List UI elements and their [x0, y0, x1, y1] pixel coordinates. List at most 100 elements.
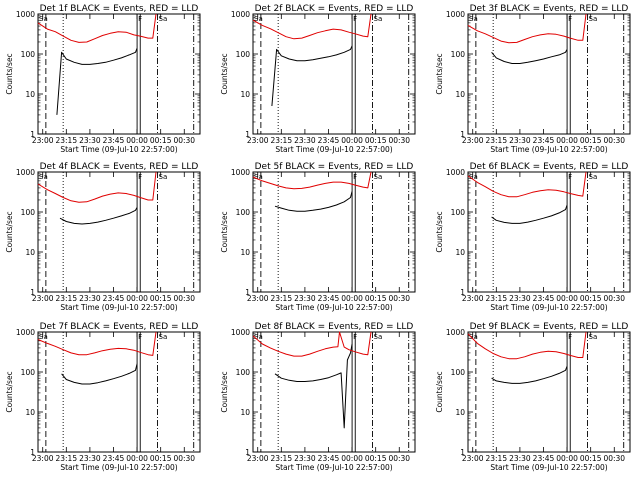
chart-title: Det 7f BLACK = Events, RED = LLD — [40, 322, 199, 332]
y-tick-label: 100 — [236, 368, 251, 377]
y-tick-label: 100 — [21, 50, 36, 59]
x-tick-label: 00:30 — [388, 136, 410, 145]
series-line-lld — [252, 331, 372, 357]
y-tick-label: 1 — [30, 130, 35, 139]
x-tick-label: 23:15 — [485, 294, 507, 303]
series-line-lld — [37, 13, 157, 43]
plot-frame — [37, 331, 201, 453]
x-axis-label: Start Time (09-Jul-10 22:57:00) — [490, 303, 607, 312]
event-marker-label: Sa — [254, 333, 263, 341]
y-axis-label: Counts/sec — [5, 211, 14, 252]
x-tick-label: 00:15 — [150, 136, 172, 145]
chart-panel-5: Det 5f BLACK = Events, RED = LLD 1 10 100 10… — [220, 162, 416, 312]
x-tick-label: 23:30 — [294, 136, 316, 145]
x-tick-label: 23:45 — [533, 136, 555, 145]
event-marker-label: Sa — [374, 15, 383, 23]
x-tick-label: 00:30 — [603, 294, 625, 303]
y-tick-label: 1 — [245, 288, 250, 297]
chart-title: Det 3f BLACK = Events, RED = LLD — [470, 4, 629, 14]
x-tick-label: 23:15 — [55, 136, 77, 145]
event-marker-label: Sa — [469, 173, 478, 181]
chart-title: Det 6f BLACK = Events, RED = LLD — [470, 162, 629, 172]
chart-title: Det 1f BLACK = Events, RED = LLD — [40, 4, 199, 14]
x-tick-label: 23:15 — [55, 454, 77, 463]
x-tick-label: 00:30 — [603, 136, 625, 145]
x-tick-label: 00:00 — [126, 294, 148, 303]
series-line-lld — [252, 171, 372, 190]
y-axis-label: Counts/sec — [435, 211, 444, 252]
x-tick-label: 23:30 — [509, 294, 531, 303]
series-line-lld — [467, 171, 587, 198]
event-marker-label: Sa — [469, 15, 478, 23]
x-tick-label: 23:45 — [103, 294, 125, 303]
x-tick-label: 23:00 — [462, 454, 484, 463]
x-tick-label: 23:45 — [318, 136, 340, 145]
series-line-events — [491, 366, 568, 384]
y-tick-label: 1 — [30, 288, 35, 297]
chart-title: Det 9f BLACK = Events, RED = LLD — [470, 322, 629, 332]
plot-frame — [37, 171, 201, 293]
x-tick-label: 23:30 — [294, 454, 316, 463]
x-tick-label: 23:45 — [318, 294, 340, 303]
series-line-events — [271, 45, 353, 107]
y-tick-label: 10 — [25, 90, 35, 99]
event-marker-label: Sa — [39, 333, 48, 341]
event-marker-label: Sa — [374, 173, 383, 181]
x-tick-label: 23:15 — [270, 294, 292, 303]
chart-panel-4: Det 4f BLACK = Events, RED = LLD 1 10 100 10… — [5, 162, 201, 312]
x-tick-label: 00:00 — [341, 294, 363, 303]
y-tick-label: 100 — [451, 368, 466, 377]
y-axis-label: Counts/sec — [5, 53, 14, 94]
x-tick-label: 23:15 — [270, 136, 292, 145]
x-tick-label: 00:00 — [556, 136, 578, 145]
x-tick-label: 00:00 — [126, 136, 148, 145]
series-line-events — [491, 204, 568, 224]
y-tick-label: 100 — [236, 208, 251, 217]
x-tick-label: 23:30 — [509, 136, 531, 145]
y-tick-label: 100 — [451, 208, 466, 217]
series-line-lld — [37, 331, 157, 356]
series-line-events — [59, 207, 138, 225]
x-tick-label: 00:15 — [580, 136, 602, 145]
event-marker-label: Sa — [589, 15, 598, 23]
x-tick-label: 23:15 — [270, 454, 292, 463]
series-line-events — [274, 343, 353, 429]
y-tick-label: 1 — [460, 448, 465, 457]
series-line-events — [61, 363, 138, 385]
y-tick-label: 1000 — [16, 10, 35, 19]
x-tick-label: 23:00 — [247, 294, 269, 303]
series-line-events — [274, 191, 353, 212]
y-tick-label: 100 — [21, 208, 36, 217]
series-line-lld — [252, 13, 372, 40]
series-line-events — [56, 48, 138, 115]
y-axis-label: Counts/sec — [220, 371, 229, 412]
x-tick-label: 23:30 — [79, 454, 101, 463]
y-tick-label: 10 — [455, 408, 465, 417]
y-axis-label: Counts/sec — [5, 371, 14, 412]
event-marker-label: Sa — [469, 333, 478, 341]
x-axis-label: Start Time (09-Jul-10 22:57:00) — [275, 463, 392, 472]
x-tick-label: 00:30 — [173, 136, 195, 145]
x-tick-label: 23:45 — [533, 294, 555, 303]
x-axis-label: Start Time (09-Jul-10 22:57:00) — [60, 145, 177, 154]
y-tick-label: 10 — [25, 408, 35, 417]
x-tick-label: 23:00 — [247, 136, 269, 145]
event-marker-label: Sa — [159, 173, 168, 181]
y-tick-label: 1 — [245, 130, 250, 139]
x-tick-label: 00:00 — [126, 454, 148, 463]
event-marker-label: Sa — [39, 173, 48, 181]
chart-title: Det 5f BLACK = Events, RED = LLD — [255, 162, 414, 172]
x-tick-label: 23:00 — [462, 294, 484, 303]
y-axis-label: Counts/sec — [220, 211, 229, 252]
event-marker-label: Sa — [374, 333, 383, 341]
y-tick-label: 1000 — [16, 168, 35, 177]
y-tick-label: 1 — [460, 288, 465, 297]
series-line-events — [491, 49, 568, 64]
plot-frame — [252, 331, 416, 453]
y-tick-label: 1 — [245, 448, 250, 457]
x-tick-label: 23:15 — [485, 454, 507, 463]
x-tick-label: 00:15 — [365, 454, 387, 463]
x-tick-label: 23:45 — [533, 454, 555, 463]
x-tick-label: 00:15 — [580, 294, 602, 303]
